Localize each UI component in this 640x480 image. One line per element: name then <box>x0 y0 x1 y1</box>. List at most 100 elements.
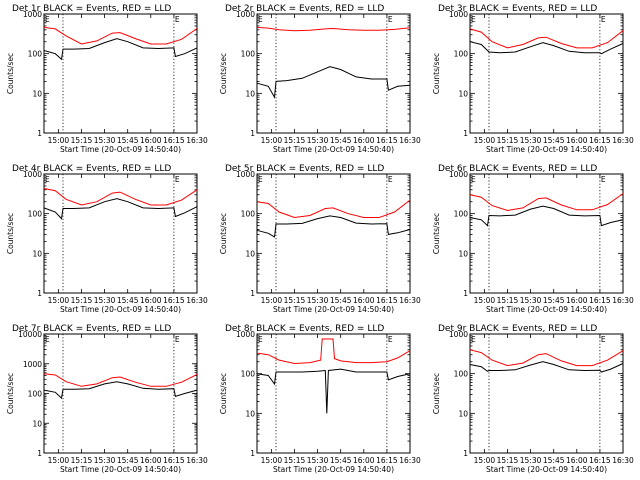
x-tick-label: 16:00 <box>566 296 588 305</box>
x-tick-label: 15:15 <box>71 456 93 465</box>
x-tick-label: 15:45 <box>543 296 565 305</box>
x-tick-label: 16:30 <box>186 456 208 465</box>
y-tick-label: 10 <box>32 419 42 428</box>
lld-rate-line <box>43 373 198 387</box>
corner-mark-left: E <box>471 15 476 24</box>
x-tick-label: 15:45 <box>543 136 565 145</box>
y-tick-label: 1 <box>463 289 468 298</box>
x-tick-label: 15:30 <box>520 136 542 145</box>
y-tick-label: 1 <box>37 449 42 458</box>
x-tick-label: 16:30 <box>186 136 208 145</box>
y-axis-label: Counts/sec <box>6 373 15 414</box>
chart-title: Det 6r BLACK = Events, RED = LLD <box>438 164 597 174</box>
y-tick-label: 10 <box>245 409 255 418</box>
x-tick-label: 15:45 <box>330 296 352 305</box>
plot-frame <box>43 13 198 134</box>
chart-title: Det 8r BLACK = Events, RED = LLD <box>225 324 384 334</box>
chart-panel: Det 5r BLACK = Events, RED = LLD 15:00 15:… <box>219 164 421 314</box>
x-axis-label: Start Time (20-Oct-09 14:50:40) <box>486 145 607 154</box>
x-tick-label: 15:30 <box>520 296 542 305</box>
x-tick-label: 16:30 <box>399 136 421 145</box>
x-tick-label: 15:30 <box>307 296 329 305</box>
lld-rate-line <box>469 349 624 367</box>
x-tick-label: 15:45 <box>330 136 352 145</box>
y-tick-label: 10 <box>32 89 42 98</box>
event-rate-line <box>469 205 624 227</box>
chart-title: Det 7r BLACK = Events, RED = LLD <box>12 324 171 334</box>
x-tick-label: 16:15 <box>376 456 398 465</box>
y-tick-label: 100 <box>241 370 256 379</box>
y-axis-label: Counts/sec <box>432 373 441 414</box>
plot-frame <box>43 333 198 454</box>
y-tick-label: 100 <box>454 210 469 219</box>
y-tick-label: 10 <box>245 249 255 258</box>
y-axis-label: Counts/sec <box>219 373 228 414</box>
chart-title: Det 5r BLACK = Events, RED = LLD <box>225 164 384 174</box>
x-tick-label: 16:15 <box>163 296 185 305</box>
x-axis-label: Start Time (20-Oct-09 14:50:40) <box>486 465 607 474</box>
corner-mark-right: E <box>175 335 180 344</box>
corner-mark-left: E <box>471 335 476 344</box>
x-tick-label: 15:45 <box>117 136 139 145</box>
x-axis-label: Start Time (20-Oct-09 14:50:40) <box>60 305 181 314</box>
x-tick-label: 16:30 <box>612 456 634 465</box>
corner-mark-right: E <box>601 175 606 184</box>
corner-mark-right: E <box>175 175 180 184</box>
y-axis-label: Counts/sec <box>432 53 441 94</box>
x-tick-label: 15:00 <box>474 456 496 465</box>
chart-title: Det 2r BLACK = Events, RED = LLD <box>225 4 384 14</box>
x-tick-label: 15:15 <box>71 136 93 145</box>
x-tick-label: 16:15 <box>589 456 611 465</box>
corner-mark-right: E <box>388 175 393 184</box>
plot-frame <box>256 13 411 134</box>
event-rate-line <box>256 215 411 238</box>
x-tick-label: 15:45 <box>117 456 139 465</box>
y-tick-label: 100 <box>241 210 256 219</box>
y-axis-label: Counts/sec <box>219 53 228 94</box>
x-tick-label: 15:00 <box>48 456 70 465</box>
y-tick-label: 100 <box>454 50 469 59</box>
plot-frame <box>469 13 624 134</box>
x-tick-label: 16:30 <box>612 296 634 305</box>
y-axis-label: Counts/sec <box>432 213 441 254</box>
x-tick-label: 15:30 <box>520 456 542 465</box>
x-tick-label: 16:30 <box>612 136 634 145</box>
x-tick-label: 16:00 <box>353 136 375 145</box>
corner-mark-right: E <box>601 335 606 344</box>
x-axis-label: Start Time (20-Oct-09 14:50:40) <box>60 145 181 154</box>
y-tick-label: 1 <box>463 129 468 138</box>
lld-rate-line <box>256 338 411 365</box>
x-tick-label: 15:00 <box>261 296 283 305</box>
y-tick-label: 1000 <box>449 330 468 339</box>
event-rate-line <box>469 361 624 373</box>
event-rate-line <box>43 198 198 220</box>
x-tick-label: 16:15 <box>589 296 611 305</box>
y-tick-label: 100 <box>454 370 469 379</box>
y-tick-label: 1000 <box>23 170 42 179</box>
x-tick-label: 16:00 <box>140 296 162 305</box>
x-tick-label: 15:45 <box>330 456 352 465</box>
y-tick-label: 100 <box>241 50 256 59</box>
plot-frame <box>256 333 411 454</box>
corner-mark-left: E <box>45 15 50 24</box>
y-tick-label: 1 <box>463 449 468 458</box>
corner-mark-left: E <box>258 15 263 24</box>
y-tick-label: 1000 <box>449 170 468 179</box>
x-tick-label: 15:30 <box>307 456 329 465</box>
corner-mark-right: E <box>388 15 393 24</box>
x-tick-label: 15:45 <box>543 456 565 465</box>
y-tick-label: 10 <box>458 249 468 258</box>
x-axis-label: Start Time (20-Oct-09 14:50:40) <box>273 465 394 474</box>
x-tick-label: 15:30 <box>94 296 116 305</box>
x-tick-label: 16:15 <box>589 136 611 145</box>
lld-rate-line <box>469 28 624 49</box>
plot-frame <box>43 173 198 294</box>
y-axis-label: Counts/sec <box>219 213 228 254</box>
x-axis-label: Start Time (20-Oct-09 14:50:40) <box>273 145 394 154</box>
y-tick-label: 1 <box>250 289 255 298</box>
